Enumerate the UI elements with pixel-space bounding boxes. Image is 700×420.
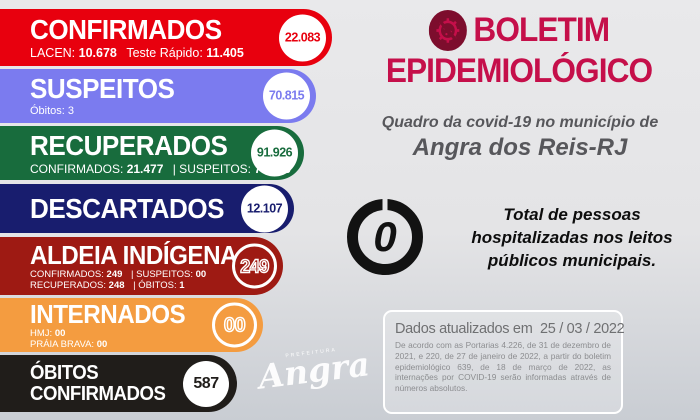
hospitalized-gauge: 0 xyxy=(347,198,423,275)
stat-subline: CONFIRMADOS: 21.477 | SUSPEITOS: 70.449 xyxy=(30,161,291,176)
bulletin-title-line1: BOLETIM xyxy=(473,11,610,49)
stat-bar-aldeia-indigena: ALDEIA INDÍGENA CONFIRMADOS: 249 | SUSPE… xyxy=(0,237,283,295)
bulletin-subtitle: Quadro da covid-19 no município de Angra… xyxy=(350,114,690,162)
stat-subline: PRÁIA BRAVA: 00 xyxy=(30,339,108,350)
update-box: Dados atualizados em 25 / 03 / 2022 De a… xyxy=(383,310,625,414)
stat-subline: RECUPERADOS: 248 | ÓBITOS: 1 xyxy=(30,280,185,291)
stat-badge: 00 xyxy=(212,302,257,348)
stat-bar-descartados: DESCARTADOS 12.107 xyxy=(0,184,294,233)
stat-subline: LACEN: 10.678 Teste Rápido: 11.405 xyxy=(30,45,244,60)
angra-prefeitura-logo: PREFEITURA Angra xyxy=(256,343,371,396)
stat-badge: 22.083 xyxy=(279,14,326,61)
stat-bar-suspeitos: SUSPEITOS Óbitos: 3 70.815 xyxy=(0,69,316,123)
subtitle-line1: Quadro da covid-19 no município de xyxy=(381,114,659,131)
subtitle-line2: Angra dos Reis-RJ xyxy=(412,134,628,161)
stat-badge: 12.107 xyxy=(241,185,288,232)
hospitalized-text: Total de pessoas hospitalizadas nos leit… xyxy=(471,205,673,270)
hospitalized-count: 0 xyxy=(373,213,397,260)
gauge-notch xyxy=(382,198,388,211)
stat-label: INTERNADOS xyxy=(30,298,186,329)
stat-bar-internados: INTERNADOS HMJ: 00 PRÁIA BRAVA: 00 00 xyxy=(0,298,263,352)
stat-badge: 249 xyxy=(232,243,277,289)
stat-badge: 70.815 xyxy=(263,72,310,120)
stat-label: ÓBITOS CONFIRMADOS xyxy=(30,361,166,405)
bulletin-title-line2: EPIDEMIOLÓGICO xyxy=(385,52,653,90)
stat-bar-confirmados: CONFIRMADOS LACEN: 10.678 Teste Rápido: … xyxy=(0,9,332,66)
stat-label: RECUPERADOS xyxy=(30,129,228,161)
stat-subline: HMJ: 00 xyxy=(30,327,66,339)
stat-subline: CONFIRMADOS: 249 | SUSPEITOS: 00 xyxy=(30,268,207,280)
stat-badge: 91.926 xyxy=(251,129,298,177)
bulletin-header: BOLETIM EPIDEMIOLÓGICO xyxy=(344,10,694,91)
stat-label: SUSPEITOS xyxy=(30,73,175,104)
stat-subline: Óbitos: 3 xyxy=(30,105,75,117)
update-box-title: Dados atualizados em 25 / 03 / 2022 xyxy=(395,321,625,337)
no-virus-icon xyxy=(428,10,467,51)
stat-label: ALDEIA INDÍGENA xyxy=(30,239,238,270)
stat-label: CONFIRMADOS xyxy=(30,13,222,45)
stat-bar-recuperados: RECUPERADOS CONFIRMADOS: 21.477 | SUSPEI… xyxy=(0,126,304,180)
stat-label: DESCARTADOS xyxy=(30,192,225,224)
stat-badge: 587 xyxy=(183,360,229,407)
stat-bar-obitos-confirmados: ÓBITOS CONFIRMADOS 587 xyxy=(0,355,237,412)
update-box-body: De acordo com as Portarias 4.226, de 31 … xyxy=(395,340,611,394)
